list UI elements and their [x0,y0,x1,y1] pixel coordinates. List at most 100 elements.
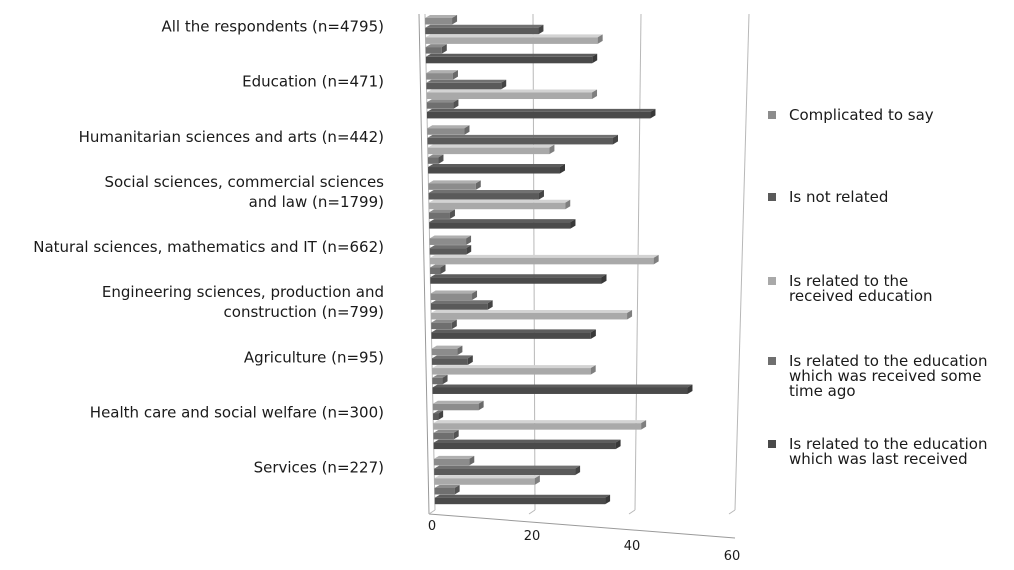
bar-end [601,274,607,284]
bar-front [430,267,441,275]
bar [429,245,472,255]
bar-front [426,102,454,109]
bar-top [433,410,444,414]
bar-top [426,108,656,112]
category-label-line: Services (n=227) [254,459,384,477]
tick-label: 60 [724,549,741,564]
bar [431,355,473,365]
category-label-line: Agriculture (n=95) [244,348,384,366]
bar-front [427,137,614,145]
bar-front [434,478,535,485]
bar-front [429,257,654,265]
bar-front [432,403,479,411]
bar-front [431,332,591,339]
legend-label-line: Complicated to say [789,106,934,124]
category-label: Health care and social welfare (n=300) [90,403,384,421]
bar-front [434,487,455,495]
category-label-line: and law (n=1799) [249,193,384,211]
bar-top [431,319,457,323]
category-labels: All the respondents (n=4795) Education (n… [33,18,384,477]
legend-entry: Is related to the received education [768,272,933,305]
legend: Complicated to say Is not related Is relat… [768,106,987,468]
bar-top [428,180,481,184]
legend-entry: Complicated to say [768,106,934,124]
bar-top [430,274,607,278]
bar-front [431,348,458,356]
gridline-foot [428,509,436,515]
legend-entry: Is not related [768,188,888,206]
category-label: Social sciences, commercial sciences and … [104,173,384,211]
legend-label-line: Is related to the education [789,435,987,453]
legend-label-line: Is not related [789,188,888,206]
bar [426,70,458,80]
bar-top [427,154,444,158]
bar [430,264,446,275]
bar [433,420,647,430]
category-label-line: All the respondents (n=4795) [161,18,384,36]
category-label: Engineering sciences, production and cons… [102,283,384,321]
bar-front [434,468,576,476]
bar-end [650,108,656,119]
bar-end [605,494,611,505]
category-label-line: Health care and social welfare (n=300) [90,403,384,421]
bar [427,144,555,155]
bar-end [575,465,581,476]
bar [429,209,455,219]
bar-end [466,235,472,245]
bar-end [534,475,540,485]
legend-label-line: time ago [789,382,856,400]
legend-label: Is not related [789,188,888,206]
bar [426,99,459,109]
legend-swatch [768,111,776,119]
bar-top [425,34,603,38]
bar-end [449,209,455,219]
legend-label-line: which was received some [789,367,981,385]
legend-entry: Is related to the education which was las… [768,435,987,468]
legend-label-line: which was last received [789,450,968,468]
tick-label: 20 [524,529,541,544]
bar [432,400,484,411]
legend-label-line: received education [789,287,933,305]
bar-top [432,365,596,369]
bar-top [433,429,459,433]
legend-label: Is related to the education which was rec… [789,352,987,400]
bar-top [429,245,472,249]
bar-front [425,27,539,35]
bar-end [453,429,459,440]
category-label-line: Social sciences, commercial sciences [104,173,384,191]
bar-end [592,53,598,64]
bar [432,365,596,375]
bar-front [426,92,593,100]
bar-top [425,15,458,18]
bar [429,235,472,245]
bar-front [429,222,571,229]
bar-end [613,134,619,145]
bar-end [454,484,460,495]
bar-top [426,79,507,83]
bar [427,125,470,135]
bar-top [429,254,659,258]
gridline-foot [728,509,736,515]
bar [426,89,598,100]
bar-top [433,420,647,424]
bar-front [432,377,443,385]
bar-front [430,303,488,310]
bar-end [457,345,463,356]
bar-front [427,128,465,135]
bar-top [428,190,544,194]
bar-end [597,34,603,44]
bar-front [432,368,591,375]
bar-end [467,355,473,365]
bar [431,309,633,320]
category-label-line: construction (n=799) [224,303,384,321]
bar-top [427,134,619,138]
bar-front [433,423,642,430]
bar-front [429,212,450,219]
gridline [734,13,750,511]
bar-top [433,455,475,459]
bar [425,44,447,54]
bar [431,329,596,339]
bar-end [453,99,459,109]
bar [426,108,656,119]
bar-front [429,238,467,245]
